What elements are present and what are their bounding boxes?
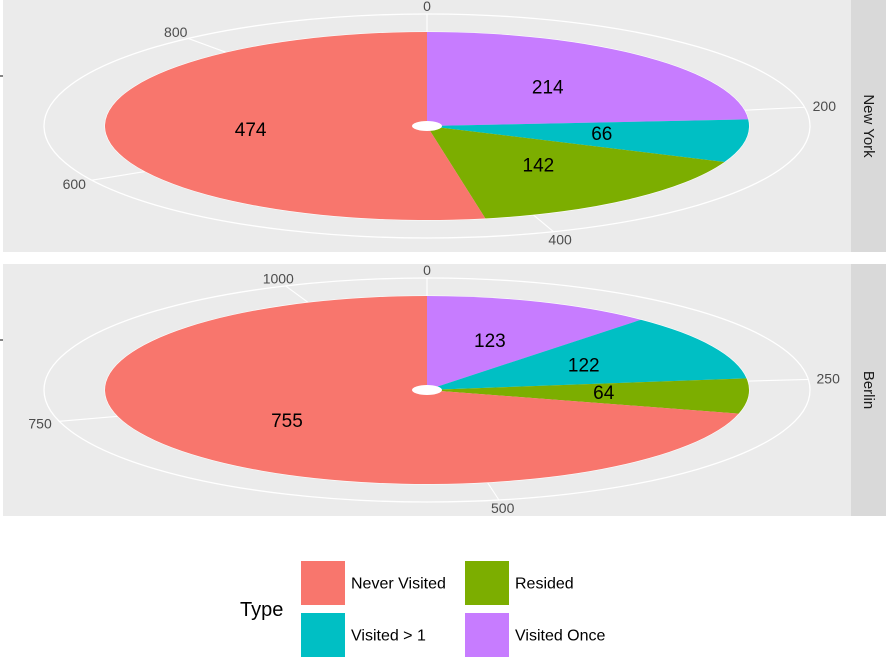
- theta-tick-label: 0: [423, 0, 431, 14]
- slice-value-label: 122: [568, 355, 600, 376]
- legend-swatch: [301, 561, 345, 605]
- pie-slice-visited-once: [427, 296, 641, 390]
- facet-strip-label: New York: [860, 94, 877, 158]
- pie-center: [412, 385, 442, 395]
- theta-tick-label: 250: [817, 371, 841, 387]
- pie-slice-never-visited: [105, 32, 486, 221]
- theta-tick-label: 1000: [263, 270, 294, 286]
- legend-swatch: [301, 613, 345, 657]
- theta-tick-label: 200: [813, 98, 837, 114]
- legend-title: Type: [240, 599, 283, 621]
- slice-value-label: 474: [235, 120, 267, 141]
- theta-tick-label: 500: [491, 500, 515, 516]
- legend: Type Never Visited Resided Visited > 1 Visit…: [240, 561, 606, 657]
- legend-label: Resided: [515, 576, 574, 593]
- legend-label: Visited > 1: [351, 628, 426, 645]
- legend-item-visited-1: Visited > 1: [301, 613, 426, 657]
- grid-ring: [43, 13, 811, 239]
- slice-value-label: 214: [532, 78, 564, 99]
- facet-strip-label: Berlin: [860, 371, 877, 409]
- facet-panel-new-york: New York 214 66 142 474 0 200 400 600 800: [0, 0, 886, 252]
- legend-swatch: [465, 613, 509, 657]
- grid-ring: [43, 277, 811, 503]
- pie-center: [412, 121, 442, 131]
- pie-slice-resided: [427, 378, 750, 414]
- theta-tick-label: 400: [548, 231, 572, 247]
- facet-panel-berlin: Berlin 123 122 64 755 0 250 500 750 1000: [0, 262, 886, 516]
- pie-slice-resided: [427, 126, 725, 219]
- legend-label: Never Visited: [351, 576, 446, 593]
- legend-item-resided: Resided: [465, 561, 574, 605]
- legend-label: Visited Once: [515, 628, 606, 645]
- theta-tick-label: 0: [423, 262, 431, 278]
- slice-value-label: 123: [474, 331, 506, 352]
- facet-strip: [851, 0, 886, 252]
- theta-tick-label: 800: [164, 24, 188, 40]
- pie-slice-visited-1: [427, 319, 747, 390]
- slice-value-label: 755: [271, 411, 303, 432]
- legend-item-never-visited: Never Visited: [301, 561, 446, 605]
- theta-tick-label: 750: [28, 416, 52, 432]
- slice-value-label: 66: [591, 124, 612, 145]
- legend-item-visited-once: Visited Once: [465, 613, 606, 657]
- facet-strip: [851, 264, 886, 516]
- theta-tick-label: 600: [63, 176, 87, 192]
- slice-value-label: 142: [523, 156, 555, 177]
- slice-value-label: 64: [593, 383, 615, 404]
- pie-slice-visited-once: [427, 32, 749, 126]
- legend-swatch: [465, 561, 509, 605]
- pie-slice-visited-1: [427, 119, 750, 162]
